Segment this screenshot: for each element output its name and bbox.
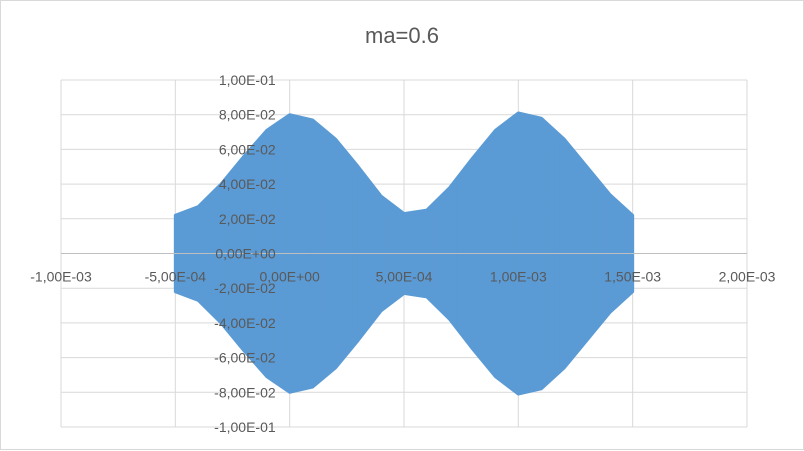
x-tick-label: 1,00E-03 <box>490 269 547 285</box>
y-tick-label: 1,00E-01 <box>219 72 276 88</box>
y-tick-label: -2,00E-02 <box>214 280 276 296</box>
y-tick-label: 4,00E-02 <box>219 176 276 192</box>
x-tick-label: 0,00E+00 <box>259 269 320 285</box>
y-tick-label: 6,00E-02 <box>219 141 276 157</box>
x-tick-label: -5,00E-04 <box>145 269 207 285</box>
y-tick-label: -8,00E-02 <box>214 384 276 400</box>
y-tick-label: -1,00E-01 <box>214 419 276 435</box>
y-tick-label: -6,00E-02 <box>214 350 276 366</box>
x-tick-label: 2,00E-03 <box>719 269 776 285</box>
y-tick-label: 2,00E-02 <box>219 211 276 227</box>
y-tick-label: 0,00E+00 <box>215 246 276 262</box>
x-tick-label: 5,00E-04 <box>376 269 433 285</box>
x-tick-label: 1,50E-03 <box>604 269 661 285</box>
x-tick-label: -1,00E-03 <box>30 269 92 285</box>
chart-title: ma=0.6 <box>365 23 439 48</box>
y-tick-label: -4,00E-02 <box>214 315 276 331</box>
y-tick-label: 8,00E-02 <box>219 107 276 123</box>
